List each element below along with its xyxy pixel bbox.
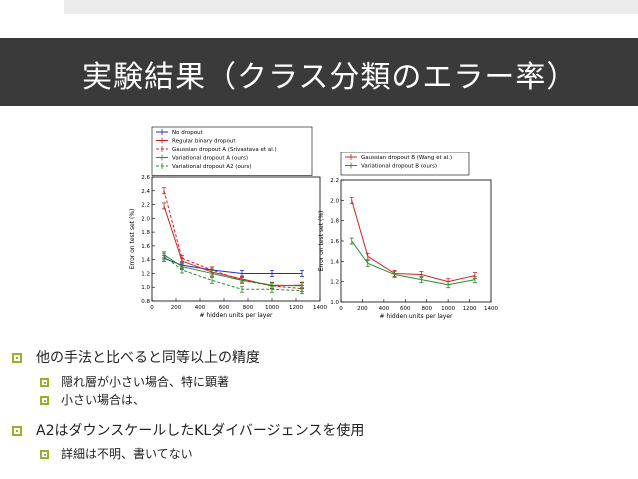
bullet-text: 詳細は不明、書いてない	[61, 447, 193, 461]
y-tick-label: 1.0	[330, 300, 339, 306]
series-line	[163, 190, 303, 290]
y-tick-label: 1.0	[141, 285, 150, 291]
title-bar	[0, 38, 638, 106]
legend-label: Variational dropout A (ours)	[172, 156, 248, 162]
bullet-1-1: 隠れ層が小さい場合、特に顕著	[40, 373, 229, 390]
x-tick-label: 800	[243, 305, 254, 311]
y-tick-label: 1.2	[141, 271, 150, 277]
x-tick-label: 1000	[441, 306, 455, 312]
plot-area	[151, 176, 321, 302]
y-tick-label: 1.2	[330, 280, 339, 286]
series-line	[351, 240, 476, 286]
x-tick-label: 800	[421, 306, 432, 312]
bullet-1: 他の手法と比べると同等以上の精度	[12, 347, 260, 367]
x-axis-label: # hidden units per layer	[199, 312, 273, 319]
series-line	[351, 200, 476, 283]
x-tick-label: 0	[339, 306, 343, 312]
square-bullet-icon	[40, 396, 49, 405]
series-line	[163, 254, 303, 287]
y-tick-label: 1.4	[141, 258, 150, 264]
x-tick-label: 200	[357, 306, 368, 312]
y-tick-label: 1.8	[141, 230, 150, 236]
bullet-text: 小さい場合は、	[61, 393, 146, 407]
y-tick-label: 0.8	[141, 299, 150, 305]
chart-right: 0 200 400 600 800 1000 1200 1400 1.0 1.2 1.4 1.6 1.8…	[318, 152, 498, 320]
legend-box	[340, 152, 470, 176]
y-tick-label: 2.0	[330, 198, 339, 204]
chart-left: 0 200 400 600 800 1000 1200 1400 0.8 1.0 1.2 1.4 1.6…	[129, 126, 327, 319]
legend-label: Regular binary dropout	[172, 139, 236, 145]
x-tick-label: 1400	[484, 306, 498, 312]
legend-label: Gaussian dropout A (Srivastava et al.)	[172, 147, 277, 153]
y-tick-label: 1.8	[330, 219, 339, 225]
x-tick-label: 1200	[289, 305, 303, 311]
square-bullet-icon	[12, 353, 22, 363]
slide-title: 実験結果（クラス分類のエラー率）	[82, 60, 578, 95]
bullet-1-2: 小さい場合は、	[40, 391, 145, 408]
bullet-text: 隠れ層が小さい場合、特に顕著	[61, 375, 230, 389]
legend-label: No dropout	[172, 130, 204, 136]
y-tick-label: 2.2	[141, 203, 150, 209]
y-axis-label: Error on test set (%)	[129, 209, 136, 270]
bullet-text: A2はダウンスケールしたKLダイバージェンスを使用	[36, 423, 365, 439]
top-decoration-bar	[64, 0, 638, 14]
x-tick-label: 600	[219, 305, 230, 311]
y-tick-label: 2.4	[141, 189, 150, 195]
series-line	[163, 255, 303, 292]
y-axis-label: Error on test set (%)	[318, 211, 325, 272]
x-tick-label: 400	[379, 306, 390, 312]
square-bullet-icon	[12, 426, 22, 436]
x-tick-label: 400	[195, 305, 206, 311]
square-bullet-icon	[40, 450, 49, 459]
x-tick-label: 1000	[265, 305, 279, 311]
y-tick-label: 2.0	[141, 216, 150, 222]
x-tick-label: 200	[171, 305, 182, 311]
y-tick-label: 1.6	[141, 244, 150, 250]
x-tick-label: 0	[150, 305, 154, 311]
bullet-2: A2はダウンスケールしたKLダイバージェンスを使用	[12, 420, 364, 440]
x-tick-label: 1400	[313, 305, 327, 311]
y-tick-label: 2.6	[141, 175, 150, 181]
y-tick-label: 2.2	[330, 178, 339, 184]
legend-box	[151, 126, 313, 176]
y-tick-label: 1.4	[330, 259, 339, 265]
bullet-2-1: 詳細は不明、書いてない	[40, 445, 193, 462]
x-axis-label: # hidden units per layer	[379, 313, 453, 320]
bullet-text: 他の手法と比べると同等以上の精度	[36, 350, 260, 366]
legend-label: Variational dropout A2 (ours)	[172, 164, 252, 170]
x-tick-label: 600	[400, 306, 411, 312]
square-bullet-icon	[40, 378, 49, 387]
legend-label: Gaussian dropout B (Wang et al.)	[361, 155, 452, 161]
x-tick-label: 1200	[463, 306, 477, 312]
legend-label: Variational dropout B (ours)	[361, 164, 437, 170]
y-tick-label: 1.6	[330, 239, 339, 245]
